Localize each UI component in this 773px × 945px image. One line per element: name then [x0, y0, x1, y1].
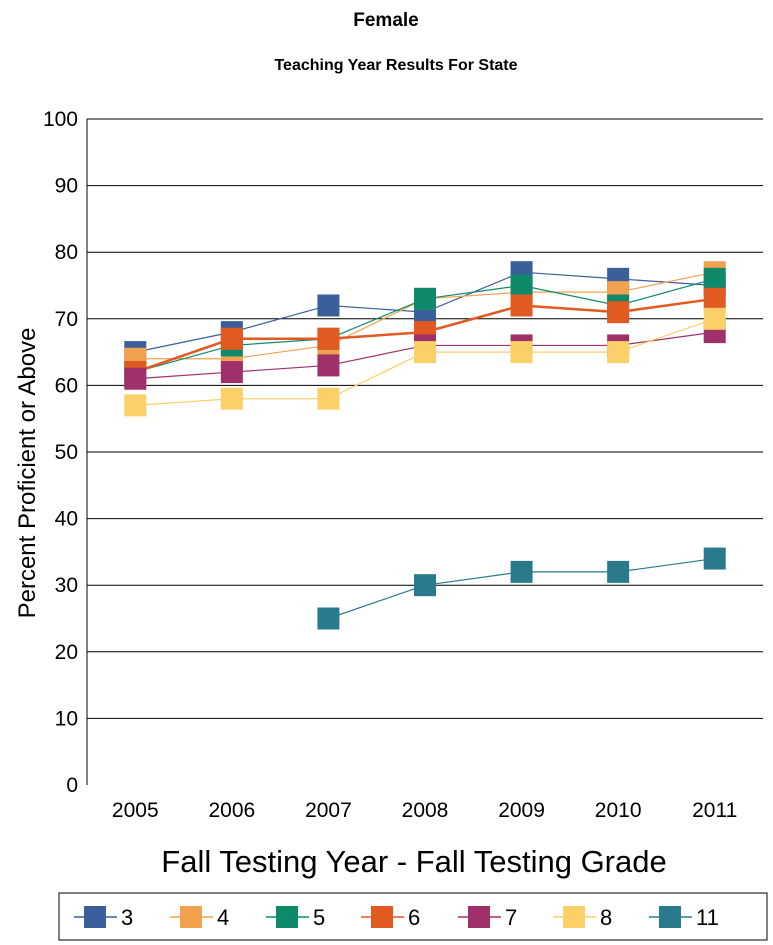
series-8: [124, 307, 726, 417]
y-tick-label: 30: [55, 574, 78, 597]
y-tick-label: 10: [55, 707, 78, 730]
y-tick-label: 20: [55, 641, 78, 664]
x-tick-labels: 2005 2006 2007 2008 2009 2010 2011: [112, 799, 737, 822]
y-tick-label: 60: [55, 374, 78, 397]
data-point-6: [220, 327, 243, 350]
y-tick-label: 80: [55, 241, 78, 264]
legend-item-3: 3: [74, 905, 133, 930]
data-point-8: [317, 387, 340, 410]
legend-label: 11: [696, 905, 719, 930]
x-tick-label: 2009: [498, 799, 545, 822]
y-tick-label: 0: [66, 774, 78, 797]
x-tick-label: 2005: [112, 799, 159, 822]
legend: 3 4 5 6 7 8 11: [74, 905, 719, 930]
x-tick-label: 2008: [402, 799, 449, 822]
legend-swatch: [180, 906, 202, 928]
data-point-11: [510, 560, 533, 583]
series-11: [317, 547, 726, 630]
x-tick-label: 2011: [692, 799, 737, 822]
y-axis-title: Percent Proficient or Above: [14, 328, 41, 619]
data-point-11: [607, 560, 630, 583]
data-point-8: [124, 394, 147, 417]
data-point-5: [414, 287, 436, 310]
legend-swatch: [371, 906, 393, 928]
legend-label: 6: [408, 905, 420, 930]
gridlines: [86, 118, 763, 785]
data-point-6: [607, 301, 630, 324]
legend-item-5: 5: [266, 905, 325, 930]
legend-label: 8: [600, 905, 612, 930]
legend-label: 5: [313, 905, 325, 930]
data-point-7: [124, 367, 147, 390]
data-point-6: [510, 294, 533, 317]
legend-swatch: [659, 906, 681, 928]
legend-swatch: [84, 906, 106, 928]
data-point-8: [703, 307, 726, 330]
data-point-8: [414, 341, 436, 364]
legend-swatch: [276, 906, 298, 928]
data-point-11: [703, 547, 726, 570]
x-axis-title: Fall Testing Year - Fall Testing Grade: [161, 844, 666, 879]
y-tick-label: 100: [43, 108, 78, 131]
y-tick-label: 50: [55, 441, 78, 464]
legend-item-11: 11: [649, 905, 719, 930]
y-tick-labels: 0 10 20 30 40 50 60 70 80 90 100: [43, 108, 78, 797]
data-point-6: [703, 287, 726, 310]
legend-box: [58, 892, 768, 941]
legend-item-4: 4: [170, 905, 229, 930]
chart-subtitle: Teaching Year Results For State: [274, 57, 517, 74]
data-point-11: [317, 607, 340, 630]
chart-title: Female: [353, 10, 418, 31]
x-tick-label: 2006: [208, 799, 255, 822]
data-point-8: [510, 341, 533, 364]
data-point-5: [510, 274, 533, 297]
legend-swatch: [563, 906, 585, 928]
legend-item-8: 8: [553, 905, 612, 930]
y-tick-label: 70: [55, 308, 78, 331]
data-point-5: [703, 267, 726, 290]
data-point-8: [220, 387, 243, 410]
legend-item-7: 7: [458, 905, 517, 930]
y-tick-label: 40: [55, 508, 78, 531]
legend-label: 7: [505, 905, 517, 930]
data-point-3: [317, 294, 340, 317]
legend-label: 4: [217, 905, 229, 930]
legend-label: 3: [121, 905, 133, 930]
x-tick-label: 2007: [305, 799, 352, 822]
y-tick-label: 90: [55, 175, 78, 198]
legend-swatch: [468, 906, 490, 928]
x-tick-label: 2010: [595, 799, 642, 822]
series-layer: [124, 261, 726, 630]
data-point-11: [414, 574, 436, 597]
data-point-6: [317, 327, 340, 350]
legend-item-6: 6: [361, 905, 420, 930]
data-point-7: [317, 354, 340, 377]
data-point-7: [220, 361, 243, 384]
data-point-8: [607, 341, 630, 364]
